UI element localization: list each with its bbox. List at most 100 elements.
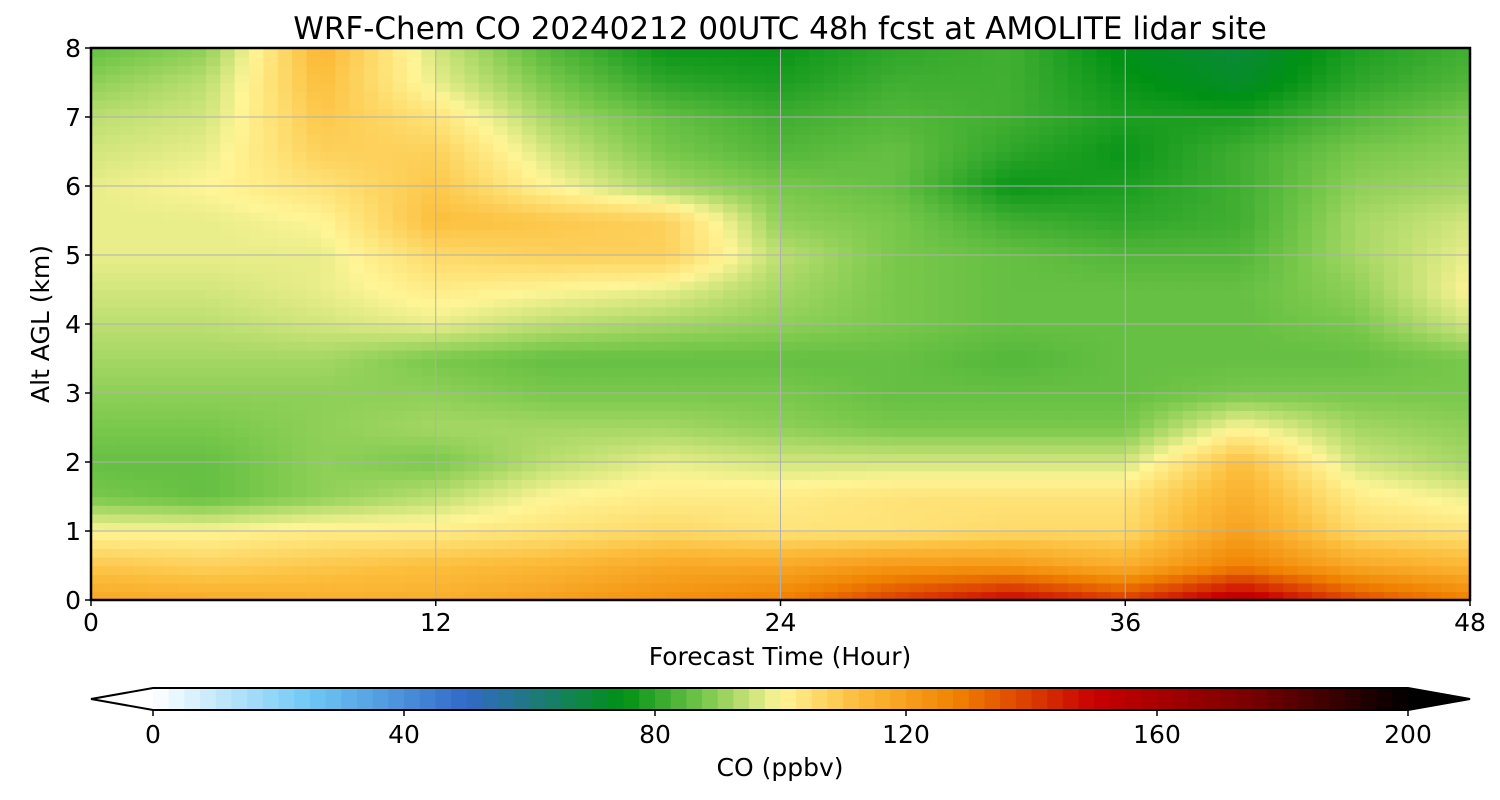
heatmap-cell: [292, 479, 308, 489]
heatmap-cell: [737, 211, 753, 222]
heatmap-cell: [1125, 203, 1141, 213]
heatmap-cell: [536, 531, 552, 541]
heatmap-cell: [909, 160, 925, 170]
heatmap-cell: [550, 229, 566, 239]
heatmap-cell: [1297, 591, 1313, 601]
heatmap-cell: [277, 410, 293, 420]
heatmap-cell: [737, 496, 753, 506]
heatmap-cell: [421, 556, 437, 567]
heatmap-cell: [1139, 160, 1155, 170]
heatmap-cell: [421, 418, 437, 429]
heatmap-cell: [1455, 229, 1471, 239]
heatmap-cell: [1268, 315, 1284, 325]
heatmap-cell: [1412, 272, 1428, 282]
heatmap-cell: [1168, 306, 1184, 317]
heatmap-cell: [608, 582, 624, 593]
heatmap-cell: [837, 186, 854, 196]
heatmap-cell: [967, 591, 983, 601]
heatmap-cell: [464, 470, 480, 480]
heatmap-cell: [766, 539, 782, 549]
heatmap-cell: [1010, 565, 1026, 575]
heatmap-cell: [450, 462, 466, 472]
heatmap-cell: [852, 453, 868, 463]
heatmap-cell: [277, 280, 293, 291]
heatmap-cell: [1024, 263, 1040, 273]
heatmap-cell: [780, 272, 796, 282]
heatmap-cell: [1455, 272, 1471, 282]
heatmap-cell: [1398, 582, 1414, 593]
heatmap-cell: [723, 237, 739, 248]
heatmap-cell: [1067, 556, 1083, 567]
heatmap-cell: [909, 341, 925, 351]
heatmap-cell: [751, 418, 767, 429]
heatmap-cell: [1125, 280, 1141, 291]
heatmap-cell: [249, 186, 265, 196]
heatmap-cell: [493, 332, 509, 342]
heatmap-cell: [751, 539, 767, 549]
heatmap-cell: [967, 401, 983, 411]
heatmap-cell: [780, 332, 796, 342]
heatmap-cell: [220, 375, 236, 386]
heatmap-cell: [148, 280, 164, 291]
heatmap-cell: [536, 487, 552, 498]
heatmap-cell: [119, 556, 135, 567]
heatmap-cell: [177, 436, 193, 446]
heatmap-cell: [694, 211, 710, 222]
heatmap-cell: [1024, 246, 1040, 256]
heatmap-cell: [708, 393, 724, 403]
heatmap-cell: [1311, 556, 1328, 567]
heatmap-cell: [924, 462, 940, 472]
heatmap-cell: [119, 332, 135, 342]
heatmap-cell: [1225, 237, 1241, 248]
heatmap-cell: [1182, 444, 1198, 455]
heatmap-cell: [1039, 436, 1055, 446]
heatmap-cell: [1355, 487, 1371, 498]
heatmap-cell: [220, 289, 236, 299]
heatmap-cell: [249, 324, 265, 334]
heatmap-cell: [708, 358, 724, 368]
heatmap-cell: [119, 487, 135, 498]
heatmap-cell: [823, 177, 839, 187]
heatmap-cell: [565, 203, 581, 213]
heatmap-cell: [593, 375, 609, 386]
heatmap-cell: [636, 194, 652, 204]
heatmap-cell: [1211, 427, 1227, 437]
heatmap-cell: [866, 427, 882, 437]
heatmap-cell: [162, 272, 178, 282]
heatmap-cell: [320, 479, 336, 489]
heatmap-cell: [651, 151, 667, 161]
heatmap-cell: [521, 203, 537, 213]
heatmap-cell: [708, 539, 724, 549]
heatmap-cell: [579, 496, 595, 506]
heatmap-cell: [464, 548, 480, 558]
heatmap-cell: [823, 298, 839, 308]
heatmap-cell: [363, 160, 379, 170]
heatmap-cell: [1067, 384, 1083, 394]
heatmap-cell: [177, 168, 193, 179]
heatmap-cell: [723, 574, 739, 584]
heatmap-cell: [450, 487, 466, 498]
heatmap-cell: [579, 349, 595, 360]
heatmap-cell: [924, 384, 940, 394]
heatmap-cell: [1311, 168, 1328, 179]
heatmap-cell: [938, 565, 954, 575]
heatmap-cell: [579, 246, 595, 256]
heatmap-cell: [895, 315, 911, 325]
heatmap-cell: [1254, 496, 1270, 506]
heatmap-cell: [306, 548, 322, 558]
heatmap-cell: [1326, 289, 1342, 299]
heatmap-cell: [895, 548, 911, 558]
heatmap-cell: [450, 177, 466, 187]
heatmap-cell: [220, 574, 236, 584]
heatmap-cell: [1153, 582, 1170, 593]
heatmap-cell: [938, 591, 954, 601]
heatmap-cell: [320, 444, 336, 455]
heatmap-cell: [249, 531, 265, 541]
heatmap-cell: [1398, 539, 1414, 549]
heatmap-cell: [1039, 487, 1055, 498]
heatmap-cell: [1139, 453, 1155, 463]
heatmap-cell: [636, 151, 652, 161]
heatmap-cell: [191, 393, 207, 403]
heatmap-cell: [392, 531, 408, 541]
heatmap-cell: [565, 220, 581, 230]
